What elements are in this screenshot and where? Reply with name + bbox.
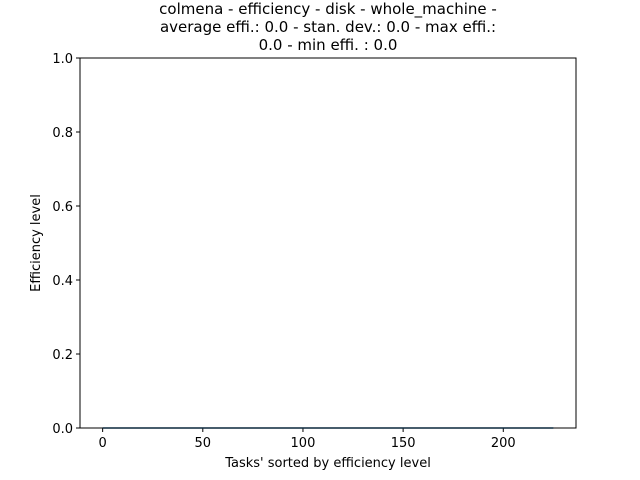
- y-tick-label: 0.4: [52, 274, 73, 289]
- y-tick-label: 0.6: [52, 200, 73, 215]
- x-tick-label: 50: [195, 436, 212, 451]
- x-tick-label: 200: [491, 436, 516, 451]
- x-tick-label: 100: [291, 436, 316, 451]
- x-axis-ticks: 0 50 100 150 200: [98, 428, 516, 451]
- y-axis-ticks: 0.0 0.2 0.4 0.6 0.8 1.0: [52, 52, 80, 437]
- title-line-1: colmena - efficiency - disk - whole_mach…: [159, 0, 497, 19]
- x-tick-label: 150: [391, 436, 416, 451]
- y-axis-label: Efficiency level: [29, 194, 44, 292]
- title-line-2: average effi.: 0.0 - stan. dev.: 0.0 - m…: [160, 18, 496, 36]
- x-axis-label: Tasks' sorted by efficiency level: [224, 456, 431, 471]
- x-tick-label: 0: [98, 436, 106, 451]
- y-tick-label: 0.8: [52, 126, 73, 141]
- y-tick-label: 0.2: [52, 348, 73, 363]
- plot-frame: [79, 57, 577, 429]
- chart-title: colmena - efficiency - disk - whole_mach…: [159, 0, 497, 54]
- y-tick-label: 1.0: [52, 52, 73, 67]
- title-line-3: 0.0 - min effi. : 0.0: [259, 36, 398, 54]
- y-tick-label: 0.0: [52, 422, 73, 437]
